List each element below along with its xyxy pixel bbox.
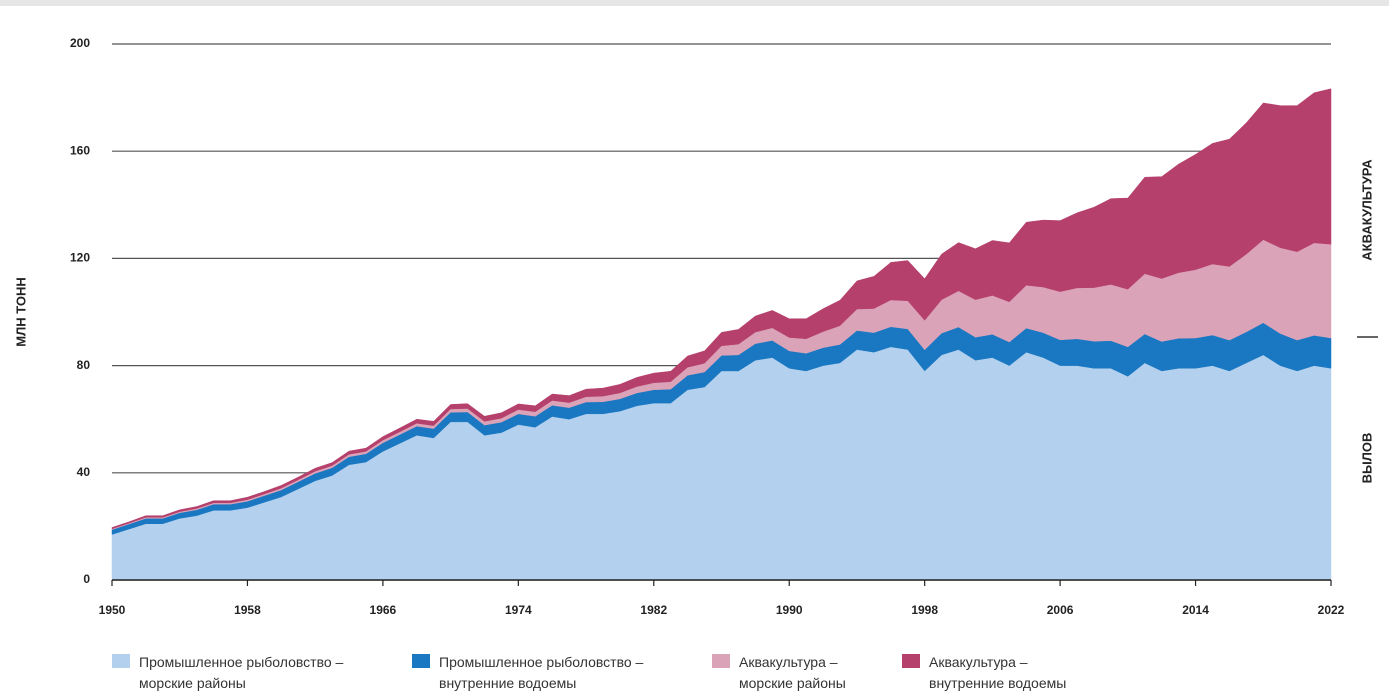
legend-label: Промышленное рыболовство – внутренние во… <box>439 654 644 691</box>
area <box>111 346 1332 581</box>
legend-swatch <box>902 654 920 668</box>
legend-item: Промышленное рыболовство – морские район… <box>112 652 343 694</box>
x-tick-label: 2006 <box>1047 603 1074 617</box>
x-tick-label: 1974 <box>505 603 532 617</box>
legend-item: Аквакультура – морские районы <box>712 652 846 694</box>
y-tick-label: 200 <box>70 36 90 50</box>
areas <box>111 88 1332 581</box>
legend-swatch <box>112 654 130 668</box>
y-tick-label: 80 <box>77 358 91 372</box>
x-tick-label: 1958 <box>234 603 261 617</box>
legend-swatch <box>712 654 730 668</box>
side-label: АКВАКУЛЬТУРА <box>1359 159 1374 261</box>
top-border <box>0 0 1389 6</box>
y-tick-label: 0 <box>83 572 90 586</box>
y-tick-label: 120 <box>70 251 90 265</box>
legend-swatch <box>412 654 430 668</box>
x-tick-label: 1950 <box>99 603 126 617</box>
x-tick-label: 2014 <box>1182 603 1209 617</box>
legend-label: Аквакультура – морские районы <box>739 654 846 691</box>
axes: 0 40 80 120 160 200 1950 1958 1966 1974 1982 1990 19… <box>70 36 1345 617</box>
legend-item: Аквакультура – внутренние водоемы <box>902 652 1066 694</box>
x-tick-label: 1966 <box>370 603 397 617</box>
y-tick-label: 160 <box>70 143 90 157</box>
area <box>111 88 1332 530</box>
x-tick-label: 1998 <box>911 603 938 617</box>
y-tick-label: 40 <box>77 465 91 479</box>
x-tick-label: 1990 <box>776 603 803 617</box>
x-tick-label: 2022 <box>1318 603 1345 617</box>
side-label: ВЫЛОВ <box>1359 433 1374 484</box>
y-axis-label: МЛН ТОНН <box>13 277 28 346</box>
x-tick-label: 1982 <box>640 603 667 617</box>
legend-label: Промышленное рыболовство – морские район… <box>139 654 344 691</box>
legend-label: Аквакультура – внутренние водоемы <box>929 654 1067 691</box>
legend-item: Промышленное рыболовство – внутренние во… <box>412 652 643 694</box>
